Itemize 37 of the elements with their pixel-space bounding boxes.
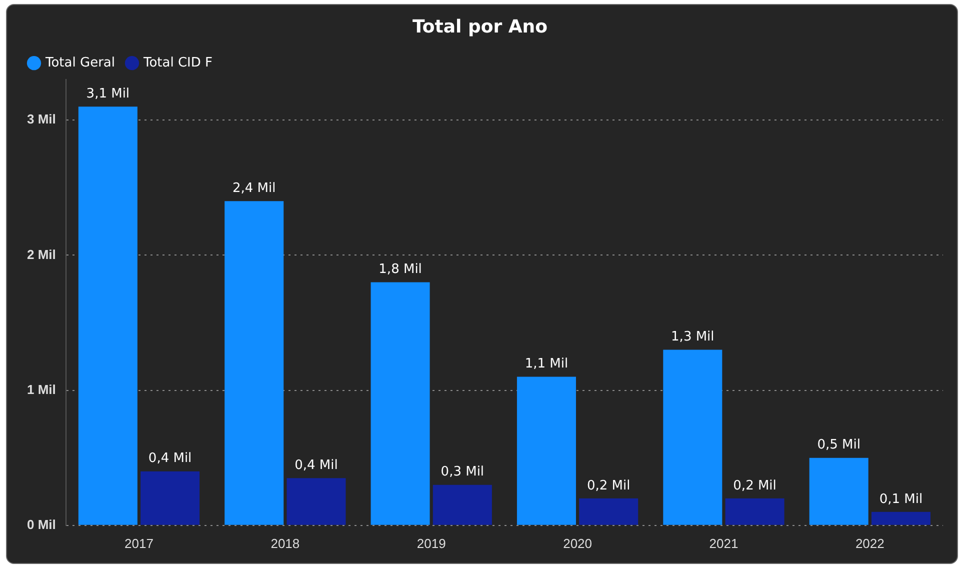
chart-title: Total por Ano [412,16,548,38]
x-tick-label: 2017 [124,536,154,551]
x-tick-label: 2019 [416,536,446,551]
data-label: 2,4 Mil [232,181,276,196]
bar [725,498,784,525]
data-label: 0,4 Mil [294,458,338,473]
data-label: 0,1 Mil [879,492,923,507]
bar [140,471,200,525]
data-label: 0,3 Mil [440,464,484,480]
x-tick-label: 2020 [563,536,592,551]
data-label: 1,1 Mil [524,356,568,372]
x-tick-label: 2021 [709,536,738,551]
data-label: 0,4 Mil [148,451,192,466]
bar [516,376,576,525]
bar [579,498,638,525]
bar [663,350,722,525]
bar [78,106,138,525]
data-label: 0,2 Mil [586,478,630,494]
data-label: 0,2 Mil [733,478,776,494]
bar [370,282,430,525]
y-tick-label: 1 Mil [26,382,56,397]
data-label: 1,3 Mil [671,330,714,345]
y-tick-label: 3 Mil [26,112,56,127]
x-tick-label: 2018 [270,536,300,551]
y-tick-label: 0 Mil [26,516,56,532]
bar [432,484,492,525]
bar [809,458,868,525]
data-label: 0,5 Mil [817,438,860,453]
legend-label: Total Geral [44,55,115,70]
y-tick-label: 2 Mil [26,246,56,262]
legend-label: Total CID F [142,55,213,70]
bar [871,512,930,525]
data-label: 1,8 Mil [378,262,422,278]
bar [286,478,346,525]
x-tick-label: 2022 [855,536,884,551]
data-label: 3,1 Mil [86,86,130,102]
bar [224,201,284,525]
